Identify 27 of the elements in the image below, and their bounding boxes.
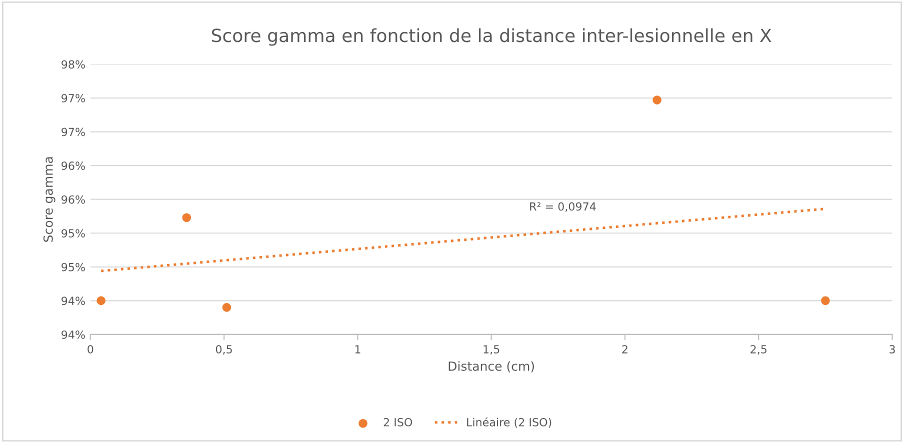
y-tick-label: 94% bbox=[62, 330, 85, 339]
x-tick-label: 1 bbox=[355, 345, 360, 354]
chart-title: Score gamma en fonction de la distance inter-lesionnelle en X bbox=[212, 28, 772, 46]
x-tick-label: 0 bbox=[88, 345, 94, 354]
y-tick-label: 95% bbox=[62, 262, 85, 272]
x-axis-title: Distance (cm) bbox=[448, 361, 534, 372]
y-axis-title: Score gamma bbox=[43, 157, 56, 242]
x-tick-label: 2,5 bbox=[750, 345, 766, 355]
point bbox=[182, 213, 192, 222]
x-tick-label: 0,5 bbox=[216, 345, 232, 355]
y-tick-label: 95% bbox=[62, 229, 85, 238]
y-tick-label: 94% bbox=[62, 296, 85, 306]
point bbox=[222, 303, 232, 312]
x-tick-label: 2 bbox=[622, 345, 628, 354]
point bbox=[821, 296, 830, 306]
point bbox=[652, 96, 662, 104]
legend-label: Linéaire (2 ISO) bbox=[467, 417, 552, 428]
x-tick-label: 1,5 bbox=[484, 345, 500, 355]
legend-label: 2 ISO bbox=[384, 418, 412, 426]
x-tick-label: 3 bbox=[890, 345, 895, 354]
y-tick-label: 97% bbox=[62, 94, 85, 102]
annotation: R² = 0,0974 bbox=[530, 202, 596, 212]
y-tick-label: 96% bbox=[62, 162, 85, 170]
y-tick-label: 97% bbox=[62, 128, 85, 136]
y-tick-label: 96% bbox=[62, 195, 85, 204]
y-tick-label: 98% bbox=[62, 60, 85, 69]
point bbox=[96, 296, 106, 306]
